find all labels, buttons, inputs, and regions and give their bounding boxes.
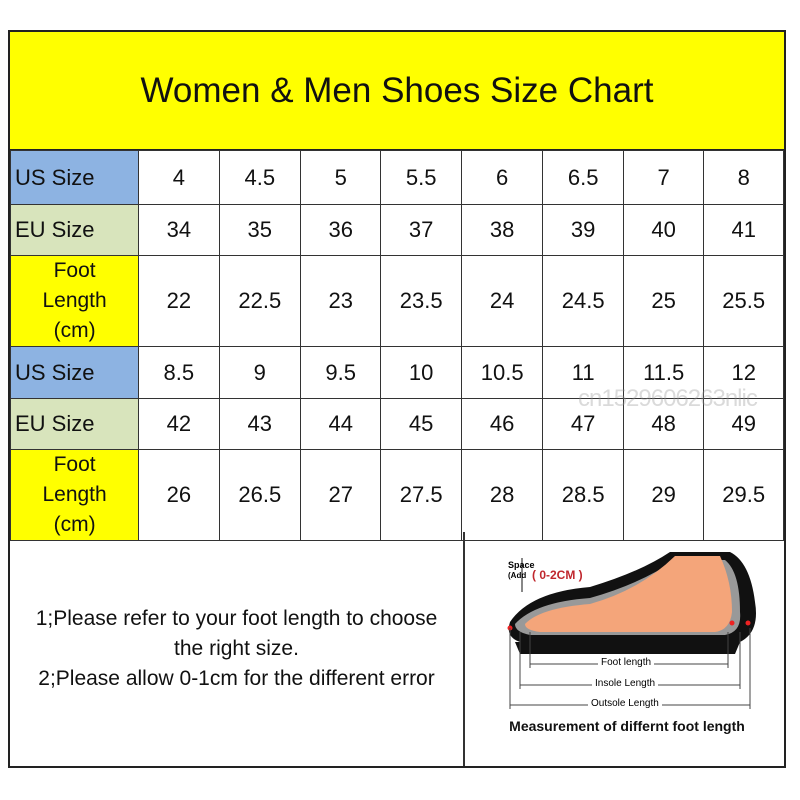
- size-cell: 9.5: [300, 346, 382, 399]
- foot-measurement-illustration: Space (Add ( 0-2CM ) Foot length Insole …: [470, 532, 784, 766]
- size-cell: 11: [542, 346, 624, 399]
- foot-length-label: Foot length: [598, 657, 655, 668]
- size-cell: 43: [218, 398, 302, 450]
- notes: 1;Please refer to your foot length to ch…: [10, 532, 463, 766]
- size-cell: 48: [622, 398, 705, 450]
- size-cell: 24: [460, 255, 544, 347]
- size-cell: 8.5: [138, 346, 220, 399]
- chart-title: Women & Men Shoes Size Chart: [10, 32, 784, 151]
- size-cell: 11.5: [622, 346, 705, 399]
- bottom-section: 1;Please refer to your foot length to ch…: [10, 532, 784, 766]
- row-label-line: Length: [42, 289, 107, 312]
- size-cell: 39: [542, 204, 624, 256]
- row-label-line: Length: [42, 483, 107, 506]
- row-label: US Size: [9, 346, 140, 399]
- size-cell: 26.5: [218, 449, 302, 541]
- size-cell: 41: [703, 204, 784, 256]
- divider: [463, 532, 465, 766]
- size-cell: 24.5: [542, 255, 624, 347]
- outsole-length-label: Outsole Length: [588, 698, 662, 709]
- table-row: Foot Length (cm) 26 26.5 27 27.5 28 28.5 29 29.5: [9, 449, 784, 541]
- row-label-line: (cm): [53, 513, 96, 536]
- size-cell: 5: [300, 150, 382, 205]
- table-row: EU Size 34 35 36 37 38 39 40 41: [9, 204, 784, 256]
- row-label: Foot Length (cm): [9, 255, 140, 347]
- size-cell: 38: [460, 204, 544, 256]
- table-row: Foot Length (cm) 22 22.5 23 23.5 24 24.5 25 25.5: [9, 255, 784, 347]
- table-row: US Size 8.5 9 9.5 10 10.5 11 11.5 12: [9, 346, 784, 399]
- size-cell: 23.5: [380, 255, 462, 347]
- size-cell: 7: [622, 150, 705, 205]
- insole-length-label: Insole Length: [592, 678, 659, 689]
- row-label-line: (cm): [53, 319, 96, 342]
- note-1: 1;Please refer to your foot length to ch…: [35, 607, 438, 660]
- table-row: EU Size 42 43 44 45 46 47 48 49: [9, 398, 784, 450]
- size-cell: 29: [622, 449, 705, 541]
- row-label-line: Foot: [53, 259, 96, 282]
- size-cell: 44: [300, 398, 382, 450]
- space-label: Space: [508, 560, 535, 570]
- size-cell: 28: [460, 449, 544, 541]
- add-label: (Add: [508, 571, 527, 580]
- row-label-line: Foot: [53, 453, 96, 476]
- note-2: 2;Please allow 0-1cm for the different e…: [38, 667, 435, 690]
- size-cell: 27.5: [380, 449, 462, 541]
- row-label: EU Size: [9, 398, 140, 450]
- size-cell: 35: [218, 204, 302, 256]
- size-cell: 29.5: [703, 449, 784, 541]
- size-cell: 28.5: [542, 449, 624, 541]
- table-row: US Size 4 4.5 5 5.5 6 6.5 7 8: [9, 150, 784, 205]
- size-chart: Women & Men Shoes Size Chart US Size 4 4.5…: [8, 30, 786, 768]
- size-cell: 22: [138, 255, 220, 347]
- size-cell: 4: [138, 150, 220, 205]
- size-cell: 34: [138, 204, 220, 256]
- space-value: ( 0-2CM ): [532, 568, 583, 582]
- size-cell: 10: [380, 346, 462, 399]
- size-cell: 36: [300, 204, 382, 256]
- size-cell: 23: [300, 255, 382, 347]
- size-cell: 25: [622, 255, 705, 347]
- size-cell: 9: [218, 346, 302, 399]
- size-cell: 6: [460, 150, 544, 205]
- size-cell: 6.5: [542, 150, 624, 205]
- row-label: US Size: [9, 150, 140, 205]
- size-cell: 40: [622, 204, 705, 256]
- size-cell: 45: [380, 398, 462, 450]
- size-cell: 37: [380, 204, 462, 256]
- size-cell: 42: [138, 398, 220, 450]
- shoe-foot-icon: [507, 552, 756, 709]
- size-cell: 46: [460, 398, 544, 450]
- size-cell: 4.5: [218, 150, 302, 205]
- size-cell: 10.5: [460, 346, 544, 399]
- size-cell: 25.5: [703, 255, 784, 347]
- size-cell: 5.5: [380, 150, 462, 205]
- row-label: Foot Length (cm): [9, 449, 140, 541]
- size-cell: 26: [138, 449, 220, 541]
- size-cell: 27: [300, 449, 382, 541]
- watermark: cn1529606263nlic: [578, 385, 758, 412]
- size-table: US Size 4 4.5 5 5.5 6 6.5 7 8 EU Size 34 35 36 37 38 39…: [9, 150, 784, 541]
- size-cell: 8: [703, 150, 784, 205]
- illustration-caption: Measurement of differnt foot length: [509, 718, 745, 734]
- size-cell: 47: [542, 398, 624, 450]
- row-label: EU Size: [9, 204, 140, 256]
- size-cell: 22.5: [218, 255, 302, 347]
